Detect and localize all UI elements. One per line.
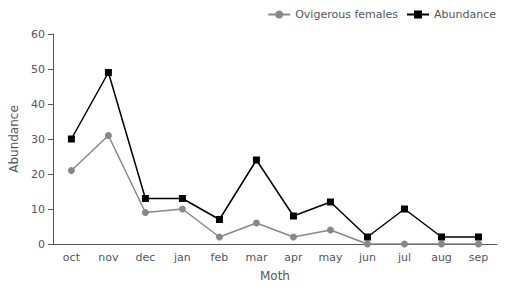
svg-text:oct: oct [63, 251, 81, 264]
svg-text:Ovigerous females: Ovigerous females [295, 8, 398, 21]
svg-text:feb: feb [211, 251, 229, 264]
svg-text:sep: sep [469, 251, 488, 264]
svg-text:may: may [318, 251, 342, 264]
svg-text:Abundance: Abundance [434, 8, 496, 21]
svg-text:0: 0 [38, 238, 45, 251]
svg-text:20: 20 [31, 168, 45, 181]
svg-text:40: 40 [31, 98, 45, 111]
svg-text:50: 50 [31, 63, 45, 76]
svg-text:aug: aug [431, 251, 452, 264]
svg-text:Moth: Moth [260, 269, 290, 283]
svg-text:jun: jun [358, 251, 376, 264]
svg-text:10: 10 [31, 203, 45, 216]
svg-text:30: 30 [31, 133, 45, 146]
svg-text:dec: dec [136, 251, 156, 264]
svg-text:apr: apr [284, 251, 303, 264]
svg-text:jul: jul [397, 251, 411, 264]
svg-text:nov: nov [98, 251, 119, 264]
svg-text:mar: mar [245, 251, 267, 264]
svg-text:jan: jan [173, 251, 191, 264]
svg-text:60: 60 [31, 28, 45, 41]
svg-text:Abundance: Abundance [7, 105, 21, 173]
